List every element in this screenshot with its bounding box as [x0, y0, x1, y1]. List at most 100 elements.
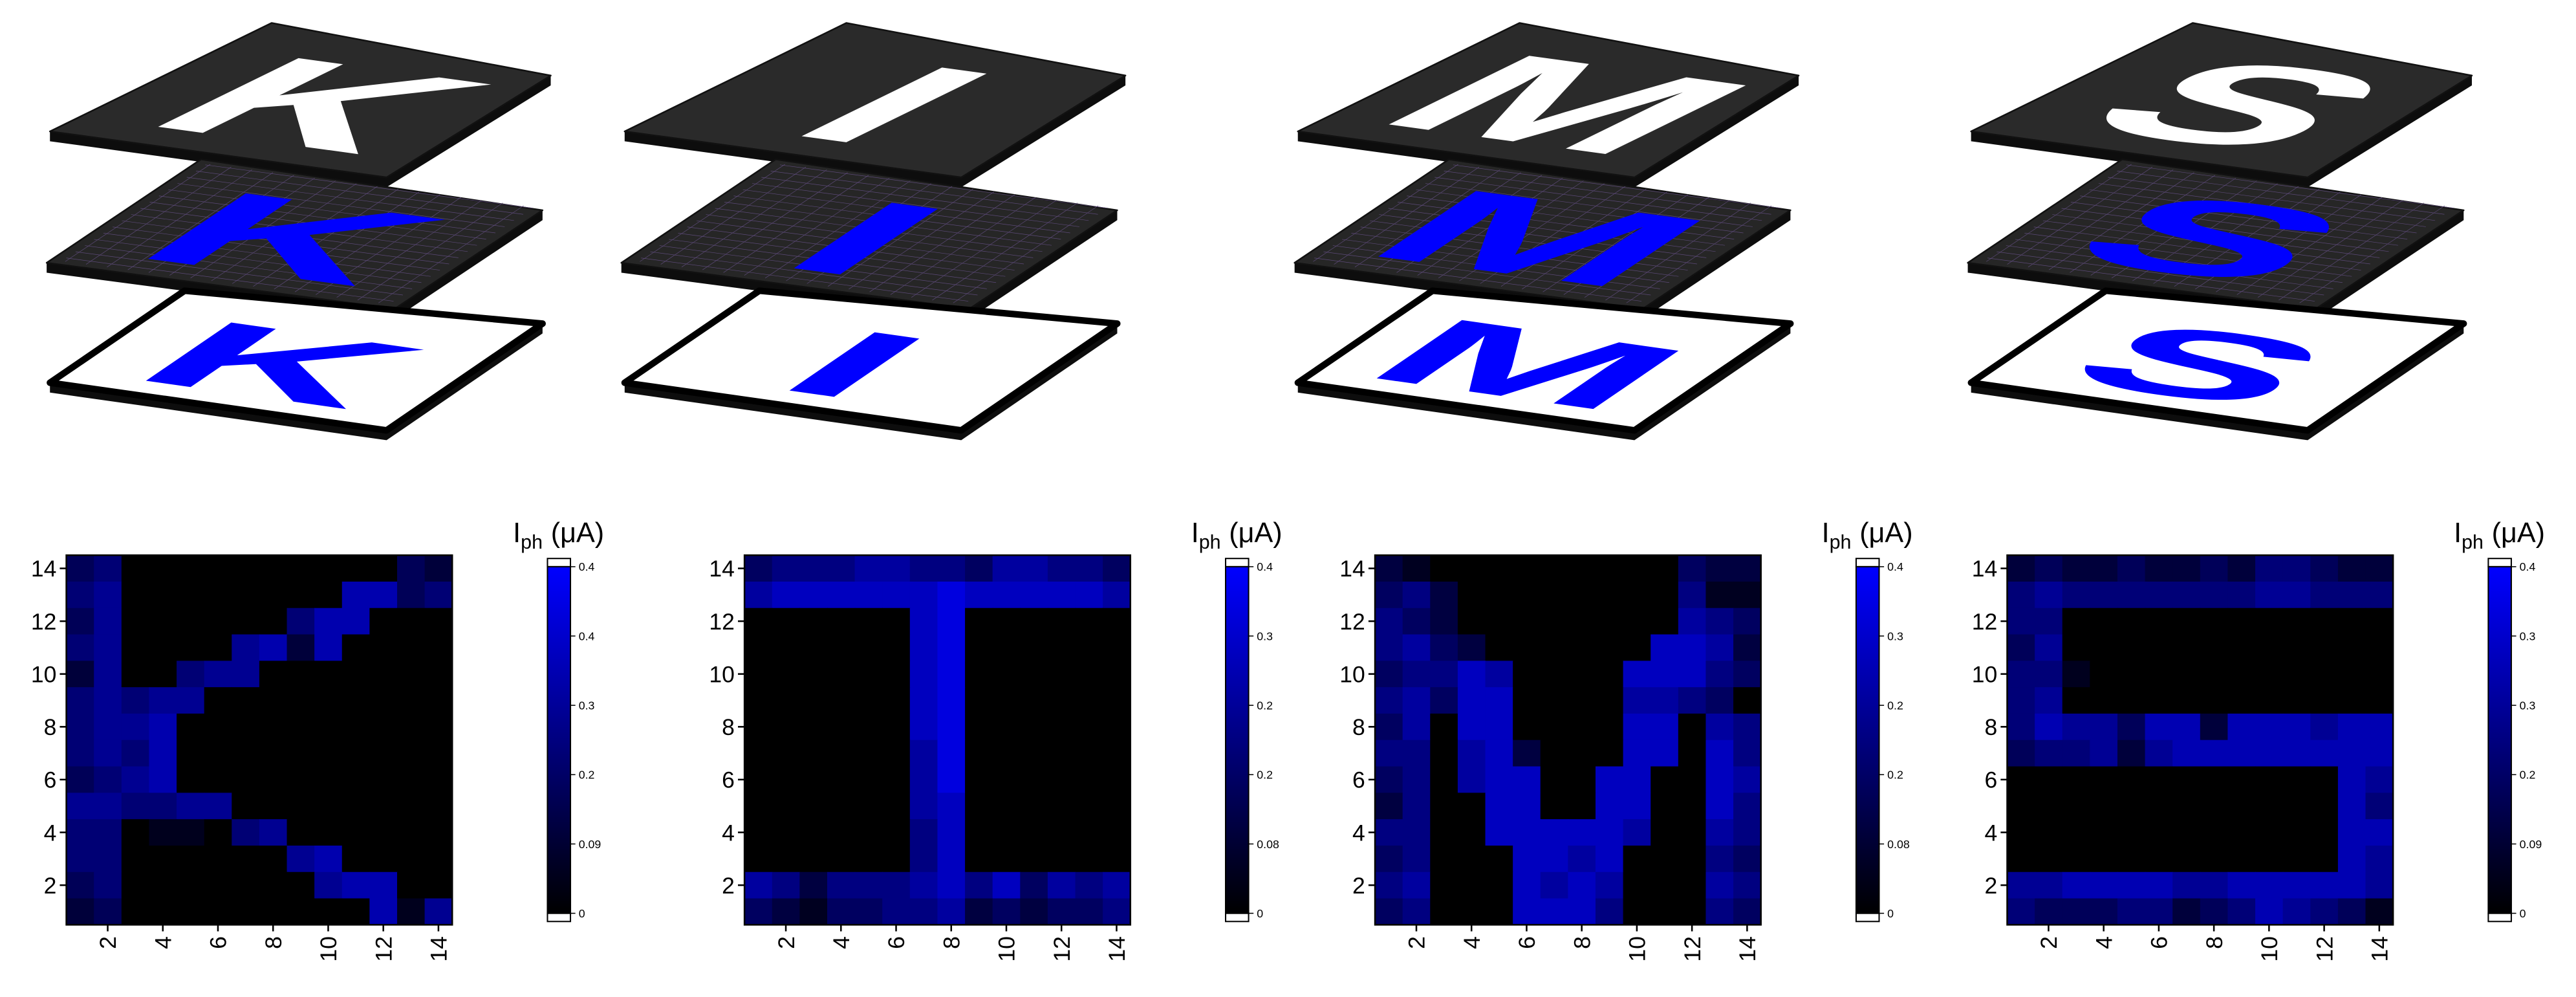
x-tick-label: 10 — [994, 936, 1020, 962]
heatmap-cell — [2172, 687, 2201, 714]
y-tick-label: 8 — [722, 714, 735, 740]
heatmap-cell — [1513, 793, 1541, 820]
pixel-grid — [316, 197, 460, 294]
heatmap-cell — [2227, 634, 2256, 662]
heatmap-cell — [94, 871, 122, 899]
heatmap-cell — [1513, 687, 1541, 714]
heatmap-cell — [827, 608, 856, 635]
colorbar-label-unit: (μA) — [1229, 518, 1282, 549]
pixel-grid — [211, 184, 356, 281]
heatmap-cell — [1568, 845, 1596, 873]
heatmap-cell — [1733, 793, 1762, 820]
pixel-grid — [1313, 164, 1458, 261]
heatmap-cell — [1103, 661, 1131, 688]
heatmap-cell — [992, 713, 1021, 741]
heatmap-cell — [1047, 819, 1076, 846]
heatmap-cell — [2172, 819, 2201, 846]
heatmap-cell — [1540, 793, 1569, 820]
heatmap-cell — [937, 687, 966, 714]
plate-side — [1294, 210, 1791, 319]
pixel-grid — [660, 246, 987, 289]
colorbar-extend — [1855, 912, 1880, 923]
heatmap-cell — [1513, 634, 1541, 662]
heatmap-cell — [1103, 845, 1131, 873]
heatmap-cell — [1375, 713, 1403, 741]
heatmap-cell — [314, 661, 343, 688]
heatmap-cell — [2365, 608, 2394, 635]
heatmap-cell — [1075, 766, 1103, 794]
heatmap-cell — [772, 555, 801, 582]
heatmap-cell — [799, 687, 828, 714]
heatmap-cell — [2337, 555, 2366, 582]
heatmap-cell — [259, 766, 288, 794]
heatmap-cell — [799, 555, 828, 582]
heatmap-cell — [149, 608, 177, 635]
heatmap-cell — [2007, 713, 2035, 741]
heatmap-cell — [2282, 608, 2311, 635]
heatmap-cell — [2090, 740, 2118, 767]
heatmap-cell — [177, 871, 205, 899]
colorbar-label-symbol: I — [2454, 518, 2462, 549]
heatmap-cell — [259, 581, 288, 609]
colorbar-tick-label: 0.4 — [1257, 560, 1273, 573]
heatmap-cell — [66, 740, 94, 767]
heatmap-cell — [396, 766, 426, 794]
heatmap-cell — [854, 687, 883, 714]
heatmap-cell — [424, 608, 453, 635]
x-tick-label: 6 — [1514, 936, 1540, 949]
heatmap-cell — [937, 819, 966, 846]
heatmap-cell — [1623, 740, 1651, 767]
heatmap-cell — [854, 608, 883, 635]
heatmap-cell — [369, 819, 398, 846]
heatmap-cell — [1540, 661, 1569, 688]
heatmap-cell — [2282, 581, 2311, 609]
heatmap-cell — [1651, 661, 1679, 688]
heatmap-cell — [827, 634, 856, 662]
heatmap-cell — [772, 898, 801, 926]
heatmap-cell — [2117, 661, 2146, 688]
heatmap-cell — [204, 713, 233, 741]
heatmap-cell — [1457, 581, 1486, 609]
pixel-grid — [2117, 171, 2445, 214]
heatmap-cell — [1678, 766, 1707, 794]
heatmap-cell — [2145, 713, 2173, 741]
pixel-grid — [1522, 192, 1667, 289]
heatmap-cell — [1020, 634, 1048, 662]
y-tick-label: 12 — [31, 609, 57, 635]
heatmap-cell — [1020, 871, 1048, 899]
y-tick-label: 12 — [709, 609, 735, 635]
heatmap-cell — [1103, 634, 1131, 662]
heatmap-cell — [2145, 555, 2173, 582]
heatmap-cell — [1375, 766, 1403, 794]
heatmap-cell — [2062, 819, 2091, 846]
pixel-grid — [1376, 173, 1521, 270]
pixel-grid — [2127, 165, 2454, 208]
pixel-grid — [1355, 170, 1500, 267]
heatmap-cell — [854, 793, 883, 820]
heatmap-cell — [1651, 634, 1679, 662]
heatmap-cell — [799, 661, 828, 688]
heatmap-cell — [149, 793, 177, 820]
heatmap-cell — [2172, 871, 2201, 899]
heatmap-cell — [2365, 661, 2394, 688]
heatmap-cell — [259, 687, 288, 714]
heatmap-cell — [94, 793, 122, 820]
heatmap-cell — [882, 555, 911, 582]
heatmap-cell — [1402, 871, 1431, 899]
heatmap-cell — [1623, 713, 1651, 741]
heatmap-cell — [1485, 608, 1513, 635]
heatmap-cell — [2255, 819, 2284, 846]
heatmap-cell — [854, 581, 883, 609]
heatmap-cell — [799, 766, 828, 794]
colorbar-extend — [1225, 558, 1250, 567]
illustration: SSS — [1967, 22, 2473, 441]
colorbar-tick-label: 0.3 — [579, 699, 595, 712]
heatmap-cell — [1595, 819, 1624, 846]
heatmap-cell — [2365, 687, 2394, 714]
heatmap-cell — [369, 871, 398, 899]
heatmap-cell — [121, 713, 150, 741]
heatmap-cell — [965, 661, 993, 688]
pixel-grid — [687, 227, 1015, 270]
